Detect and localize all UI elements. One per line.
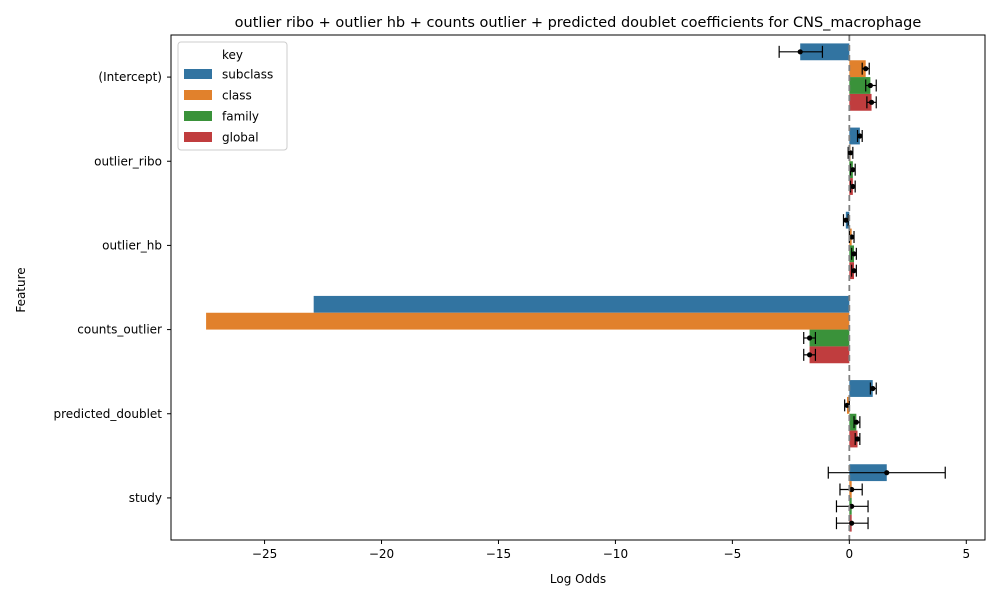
legend-swatch-subclass <box>184 69 212 79</box>
point-estimate-subclass-4 <box>870 385 876 392</box>
legend-label-family: family <box>222 110 259 124</box>
legend-swatch-class <box>184 90 212 100</box>
point-estimate-global-0 <box>868 99 875 105</box>
x-tick-label: 0 <box>846 547 854 561</box>
chart-title: outlier ribo + outlier hb + counts outli… <box>235 15 922 31</box>
point-estimate-global-2 <box>851 268 857 274</box>
bar-subclass-3 <box>313 295 850 313</box>
y-tick-label: (Intercept) <box>98 70 162 84</box>
point-estimate-subclass-5 <box>884 470 890 476</box>
axes-layer: (Intercept) outlier_ribo outlier_hb counts_… <box>53 34 986 561</box>
y-axis-label: Feature <box>14 267 28 312</box>
point-estimate-global-4 <box>854 436 861 442</box>
legend-label-subclass: subclass <box>222 68 273 82</box>
legend-title: key <box>222 48 243 62</box>
point-estimate-global-3 <box>806 352 813 358</box>
point-estimate-subclass-2 <box>843 217 849 223</box>
plot-frame <box>170 34 986 541</box>
bar-global-4 <box>849 430 858 448</box>
bar-family-4 <box>849 413 857 431</box>
bar-class-3 <box>206 312 850 330</box>
y-tick-label: study <box>129 491 162 505</box>
x-tick-label: −10 <box>603 547 628 561</box>
point-estimate-family-5 <box>849 503 855 509</box>
x-tick-label: −15 <box>486 547 511 561</box>
x-tick-label: −5 <box>724 547 742 561</box>
bar-subclass-1 <box>849 127 860 145</box>
bar-global-0 <box>849 93 872 111</box>
bar-subclass-4 <box>849 380 873 397</box>
y-tick-label: predicted_doublet <box>53 407 162 421</box>
y-tick-label: counts_outlier <box>77 323 162 337</box>
point-estimate-subclass-1 <box>857 133 863 139</box>
legend: key subclass class family global <box>177 41 288 151</box>
bar-family-3 <box>809 329 850 347</box>
point-estimate-family-4 <box>853 419 859 425</box>
point-estimate-global-1 <box>850 183 856 190</box>
point-estimate-subclass-0 <box>797 49 803 55</box>
y-tick-label: outlier_hb <box>102 238 162 252</box>
bars-layer <box>206 43 887 532</box>
bar-subclass-0 <box>800 43 850 61</box>
point-estimate-class-0 <box>863 66 869 72</box>
error-bars-layer <box>778 45 946 530</box>
point-estimate-class-1 <box>847 150 854 156</box>
legend-swatch-global <box>184 132 212 142</box>
legend-label-class: class <box>222 89 252 103</box>
x-tick-label: 5 <box>962 547 970 561</box>
point-estimate-class-4 <box>844 402 850 408</box>
point-estimate-global-5 <box>849 520 855 526</box>
x-tick-label: −25 <box>252 547 277 561</box>
legend-swatch-family <box>184 111 212 121</box>
point-estimate-class-2 <box>849 234 855 240</box>
point-estimate-family-0 <box>867 82 873 89</box>
y-tick-label: outlier_ribo <box>94 154 162 168</box>
point-estimate-family-3 <box>806 335 813 341</box>
legend-label-global: global <box>222 131 259 145</box>
point-estimate-class-5 <box>849 486 855 493</box>
bar-global-3 <box>809 346 850 364</box>
x-axis-label: Log Odds <box>550 572 606 586</box>
x-tick-label: −20 <box>369 547 394 561</box>
point-estimate-family-2 <box>851 251 857 257</box>
point-estimate-family-1 <box>850 167 856 173</box>
